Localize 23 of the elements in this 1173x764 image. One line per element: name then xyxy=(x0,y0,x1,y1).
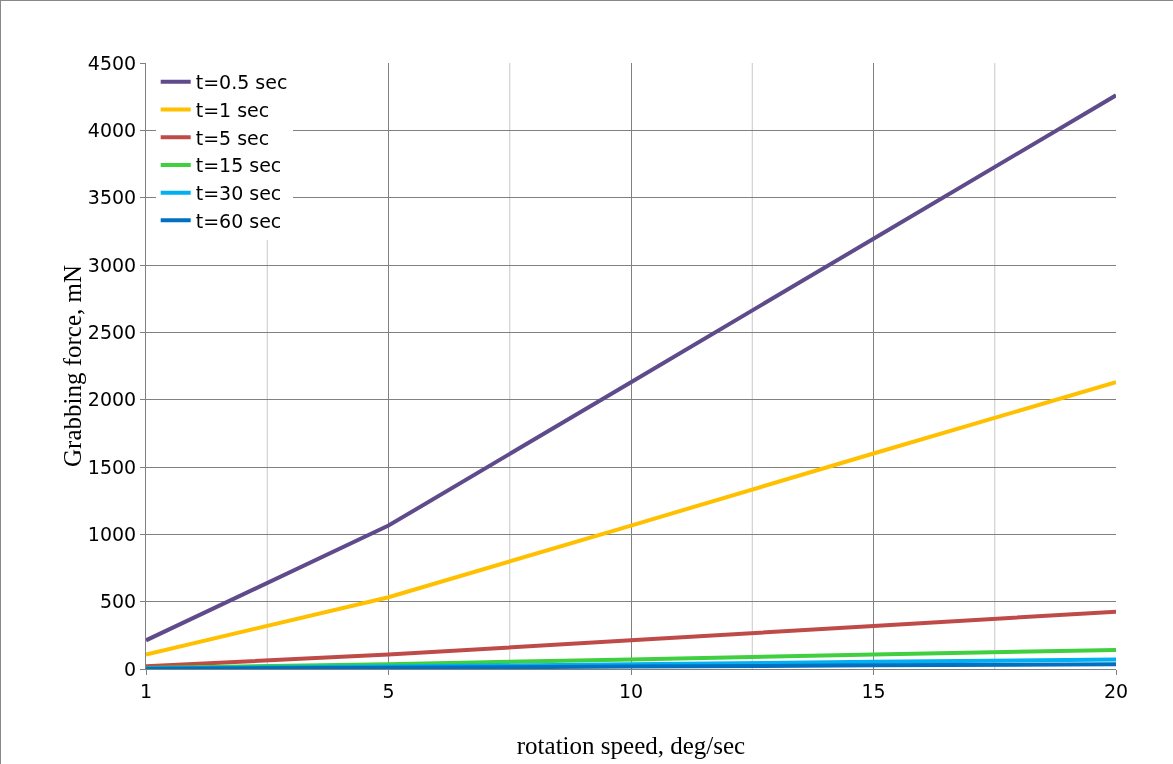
y-tick-label: 2000 xyxy=(87,388,137,411)
x-tick-label: 10 xyxy=(618,679,644,702)
x-tick-label: 20 xyxy=(1103,679,1129,702)
y-tick-label: 500 xyxy=(99,590,137,613)
y-tick-label: 3500 xyxy=(87,186,137,209)
y-tick-label: 4500 xyxy=(87,51,137,74)
y-axis-title: Grabbing force, mN xyxy=(58,264,86,468)
y-tick-label: 2500 xyxy=(87,320,137,343)
y-tick-label: 4000 xyxy=(87,118,137,141)
legend-label: t=30 sec xyxy=(195,182,282,205)
legend-label: t=5 sec xyxy=(195,126,270,149)
y-tick-label: 3000 xyxy=(87,253,137,276)
legend-label: t=15 sec xyxy=(195,154,282,177)
x-tick-label: 1 xyxy=(139,679,153,702)
legend-label: t=0.5 sec xyxy=(195,71,288,94)
x-tick-label: 15 xyxy=(861,679,886,702)
y-tick-label: 0 xyxy=(124,657,137,680)
y-tick-label: 1000 xyxy=(87,522,137,545)
y-tick-label: 1500 xyxy=(87,455,137,478)
x-tick-label: 5 xyxy=(382,679,395,702)
legend-label: t=1 sec xyxy=(195,98,270,121)
legend-label: t=60 sec xyxy=(195,209,282,232)
x-axis-title: rotation speed, deg/sec xyxy=(516,732,746,759)
